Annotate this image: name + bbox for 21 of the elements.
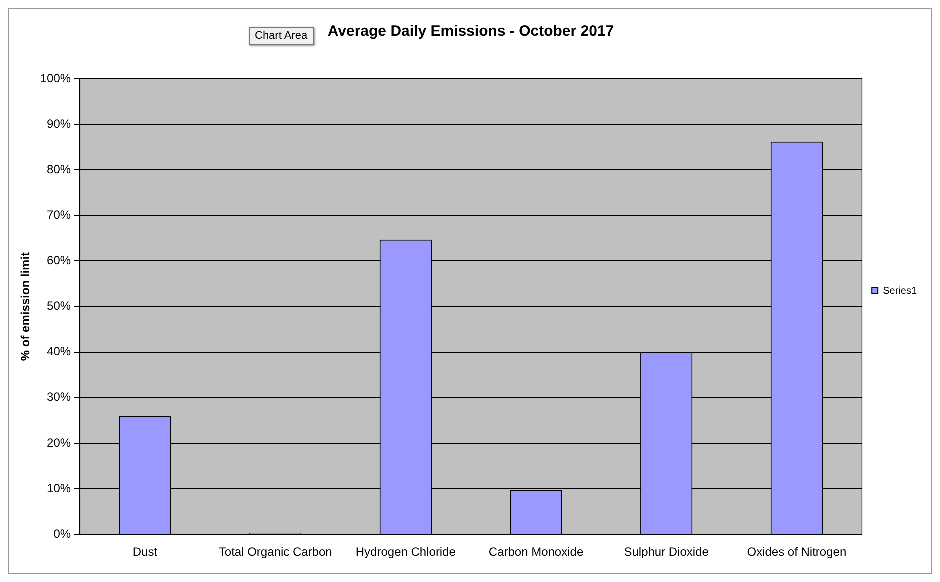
y-tick-label: 0% bbox=[54, 526, 72, 541]
x-tick-label: Total Organic Carbon bbox=[218, 545, 332, 560]
x-tick-label: Sulphur Dioxide bbox=[624, 545, 710, 560]
y-axis-title: % of emission limit bbox=[18, 252, 33, 362]
chart-title: Average Daily Emissions - October 2017 bbox=[328, 23, 614, 40]
legend-label: Series1 bbox=[883, 286, 918, 297]
y-tick-label: 100% bbox=[40, 71, 72, 86]
x-tick-label: Oxides of Nitrogen bbox=[747, 545, 847, 560]
x-tick-label: Carbon Monoxide bbox=[488, 545, 584, 560]
y-tick-label: 90% bbox=[47, 116, 72, 131]
y-tick-label: 10% bbox=[47, 481, 72, 496]
y-tick-label: 50% bbox=[47, 299, 72, 314]
y-tick-label: 40% bbox=[47, 344, 72, 359]
y-tick-label: 70% bbox=[47, 208, 72, 222]
x-tick-label: Dust bbox=[132, 545, 158, 560]
x-tick-label: Hydrogen Chloride bbox=[356, 545, 456, 560]
y-tick-label: 80% bbox=[47, 162, 72, 176]
y-tick-label: 30% bbox=[47, 390, 72, 404]
y-tick-label: 60% bbox=[47, 254, 72, 268]
text: Chart Area bbox=[249, 27, 314, 45]
y-tick-label: 20% bbox=[47, 436, 72, 450]
